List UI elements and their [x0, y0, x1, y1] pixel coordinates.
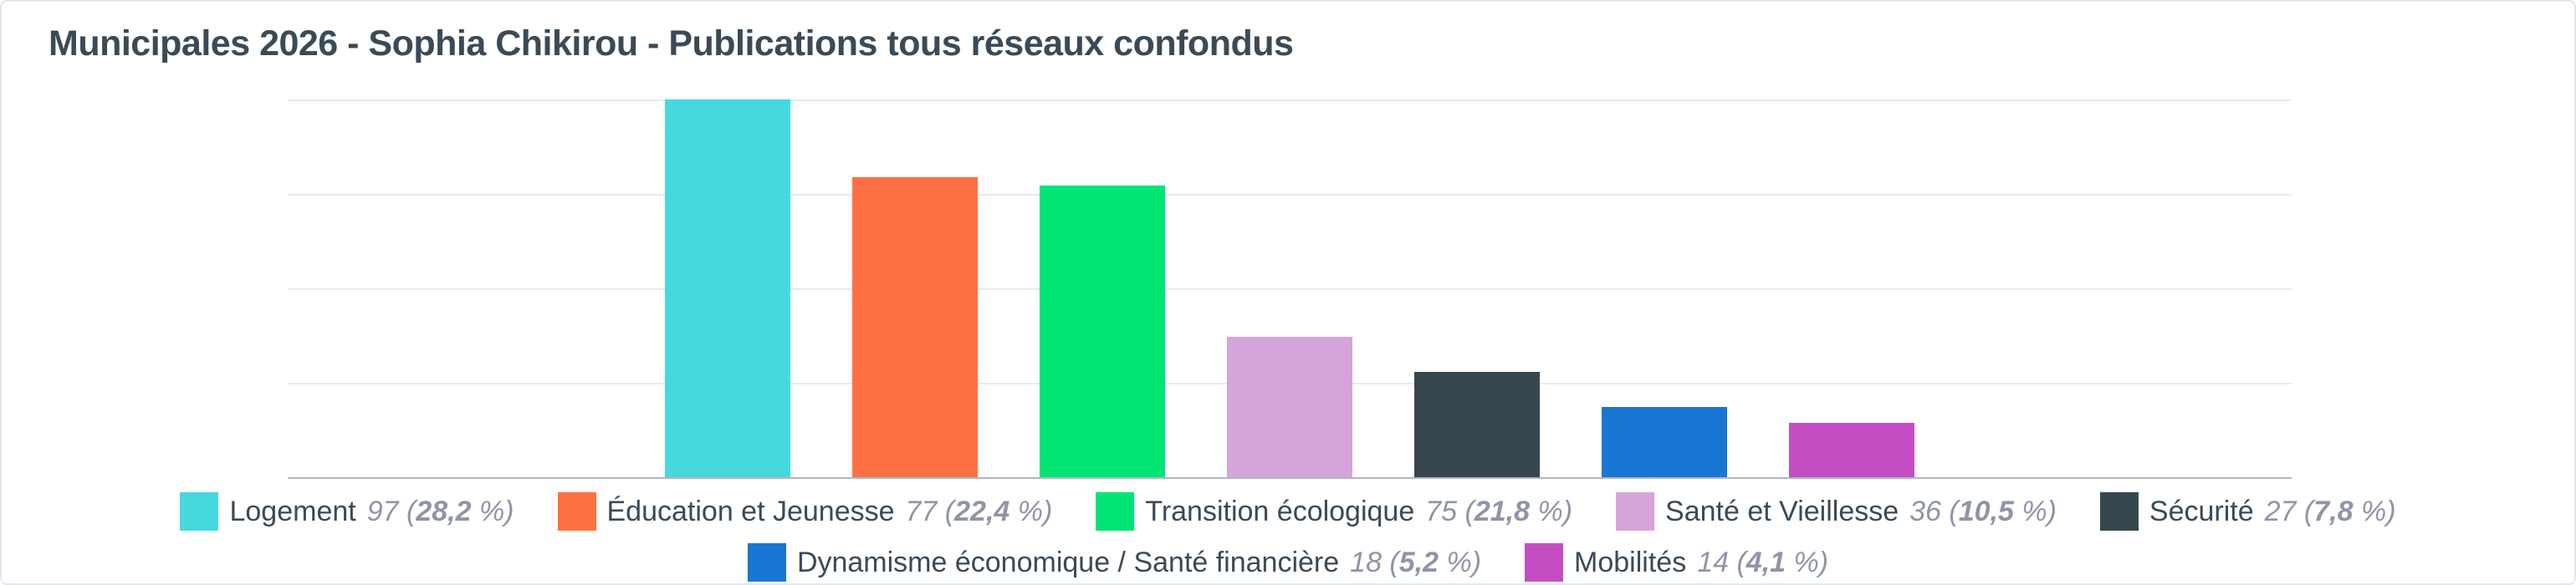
legend-label: Dynamisme économique / Santé financière	[796, 546, 1340, 578]
legend-swatch-icon	[1096, 492, 1135, 531]
legend-row-1: Logement 97 (28,2 %) Éducation et Jeunesse…	[180, 492, 2396, 531]
legend-item-6[interactable]: Dynamisme économique / Santé financière 1…	[747, 543, 1482, 582]
bar-4[interactable]	[1227, 337, 1352, 477]
x-axis-line	[288, 477, 2292, 479]
plot-area	[288, 99, 2292, 479]
legend-value: 77 (22,4 %)	[905, 495, 1053, 527]
bar-7[interactable]	[1789, 422, 1914, 477]
legend-swatch-icon	[557, 492, 596, 531]
legend-label: Mobilités	[1574, 546, 1687, 578]
legend-value: 14 (4,1 %)	[1697, 546, 1829, 578]
legend-value: 18 (5,2 %)	[1350, 546, 1482, 578]
legend-swatch-icon	[1525, 543, 1564, 582]
legend-value: 27 (7,8 %)	[2264, 495, 2396, 527]
bar-2[interactable]	[852, 177, 978, 477]
legend-item-1[interactable]: Logement 97 (28,2 %)	[180, 492, 514, 531]
gridline	[288, 194, 2292, 196]
legend-label: Sécurité	[2149, 495, 2254, 527]
legend: Logement 97 (28,2 %) Éducation et Jeunesse…	[2, 492, 2574, 582]
legend-value: 75 (21,8 %)	[1425, 495, 1573, 527]
legend-item-2[interactable]: Éducation et Jeunesse 77 (22,4 %)	[557, 492, 1053, 531]
legend-label: Santé et Vieillesse	[1665, 495, 1899, 527]
bar-5[interactable]	[1414, 372, 1540, 477]
legend-value: 36 (10,5 %)	[1909, 495, 2057, 527]
legend-swatch-icon	[1616, 492, 1655, 531]
legend-row-2: Dynamisme économique / Santé financière 1…	[747, 543, 1828, 582]
legend-swatch-icon	[2099, 492, 2139, 531]
bar-6[interactable]	[1602, 407, 1727, 477]
legend-item-5[interactable]: Sécurité 27 (7,8 %)	[2099, 492, 2396, 531]
legend-value: 97 (28,2 %)	[366, 495, 514, 527]
legend-label: Éducation et Jeunesse	[606, 495, 895, 527]
legend-label: Logement	[229, 495, 356, 527]
legend-item-7[interactable]: Mobilités 14 (4,1 %)	[1525, 543, 1828, 582]
legend-swatch-icon	[747, 543, 786, 582]
legend-swatch-icon	[180, 492, 219, 531]
legend-label: Transition écologique	[1145, 495, 1415, 527]
bars-group	[288, 99, 2292, 477]
bar-3[interactable]	[1040, 185, 1165, 477]
bar-1[interactable]	[665, 99, 790, 477]
legend-item-4[interactable]: Santé et Vieillesse 36 (10,5 %)	[1616, 492, 2057, 531]
gridline	[288, 99, 2292, 101]
chart-title: Municipales 2026 - Sophia Chikirou - Pub…	[49, 23, 1294, 64]
gridline	[288, 288, 2292, 290]
legend-item-3[interactable]: Transition écologique 75 (21,8 %)	[1096, 492, 1572, 531]
